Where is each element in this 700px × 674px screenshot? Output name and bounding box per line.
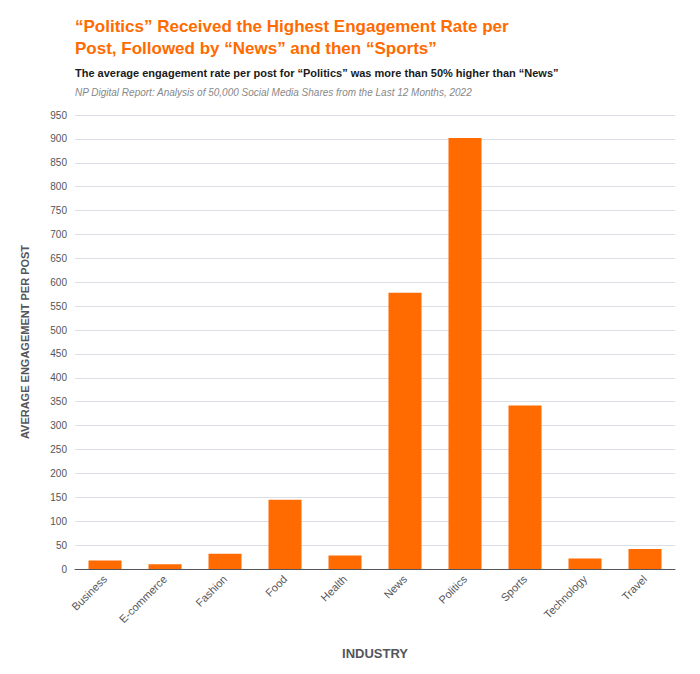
svg-text:600: 600 xyxy=(50,277,67,288)
svg-text:950: 950 xyxy=(50,110,67,121)
svg-text:250: 250 xyxy=(50,444,67,455)
svg-text:The average engagement rate pe: The average engagement rate per post for… xyxy=(75,67,559,79)
svg-text:Technology: Technology xyxy=(541,572,589,620)
svg-text:Food: Food xyxy=(263,573,289,599)
svg-text:Sports: Sports xyxy=(498,572,529,603)
svg-text:550: 550 xyxy=(50,301,67,312)
svg-text:500: 500 xyxy=(50,325,67,336)
svg-text:900: 900 xyxy=(50,133,67,144)
svg-text:150: 150 xyxy=(50,492,67,503)
svg-text:Business: Business xyxy=(69,572,109,612)
svg-text:E-commerce: E-commerce xyxy=(117,573,170,626)
svg-text:NP Digital Report: Analysis of: NP Digital Report: Analysis of 50,000 So… xyxy=(75,87,472,98)
svg-text:50: 50 xyxy=(56,540,68,551)
svg-text:Post, Followed by “News” and t: Post, Followed by “News” and then “Sport… xyxy=(75,39,437,58)
svg-text:Travel: Travel xyxy=(619,573,649,603)
svg-text:Politics: Politics xyxy=(436,572,469,605)
svg-text:700: 700 xyxy=(50,229,67,240)
svg-text:400: 400 xyxy=(50,372,67,383)
svg-text:100: 100 xyxy=(50,516,67,527)
svg-text:Fashion: Fashion xyxy=(193,573,229,609)
svg-text:200: 200 xyxy=(50,468,67,479)
svg-text:0: 0 xyxy=(61,564,67,575)
svg-text:350: 350 xyxy=(50,396,67,407)
svg-text:650: 650 xyxy=(50,253,67,264)
svg-text:800: 800 xyxy=(50,181,67,192)
svg-text:Health: Health xyxy=(318,573,349,604)
svg-text:AVERAGE ENGAGEMENT PER POST: AVERAGE ENGAGEMENT PER POST xyxy=(19,245,31,439)
svg-text:750: 750 xyxy=(50,205,67,216)
svg-text:850: 850 xyxy=(50,157,67,168)
svg-text:“Politics” Received the Highes: “Politics” Received the Highest Engageme… xyxy=(75,17,509,36)
svg-text:300: 300 xyxy=(50,420,67,431)
svg-text:News: News xyxy=(381,572,409,600)
svg-text:450: 450 xyxy=(50,348,67,359)
svg-text:INDUSTRY: INDUSTRY xyxy=(342,646,408,661)
